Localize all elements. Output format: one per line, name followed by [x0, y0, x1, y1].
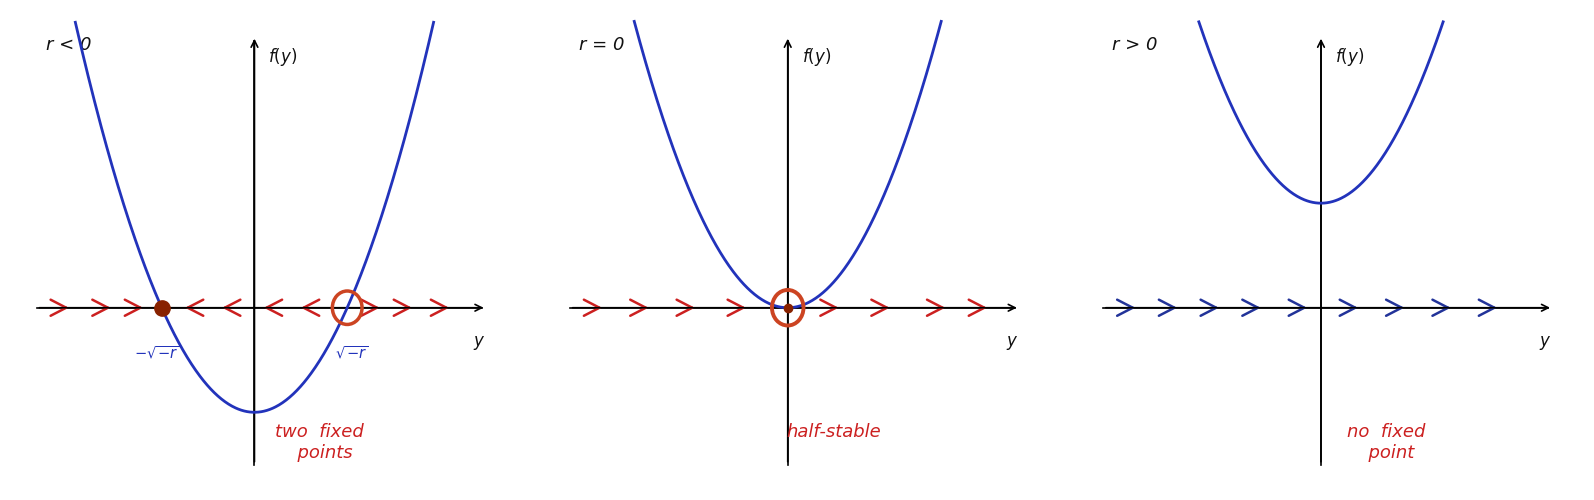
Text: $-\sqrt{-r}$: $-\sqrt{-r}$	[134, 344, 180, 362]
Text: $y$: $y$	[473, 334, 485, 352]
Text: two  fixed
  points: two fixed points	[276, 422, 363, 462]
Text: $f(y)$: $f(y)$	[802, 46, 830, 68]
Text: $y$: $y$	[1006, 334, 1019, 352]
Text: $y$: $y$	[1540, 334, 1551, 352]
Text: half-stable: half-stable	[787, 422, 881, 440]
Text: $\sqrt{-r}$: $\sqrt{-r}$	[335, 344, 368, 362]
Text: r < 0: r < 0	[46, 36, 91, 54]
Text: r > 0: r > 0	[1113, 36, 1157, 54]
Text: $f(y)$: $f(y)$	[1334, 46, 1364, 68]
Text: no  fixed
  point: no fixed point	[1347, 422, 1425, 462]
Text: r = 0: r = 0	[579, 36, 625, 54]
Text: $f(y)$: $f(y)$	[268, 46, 298, 68]
